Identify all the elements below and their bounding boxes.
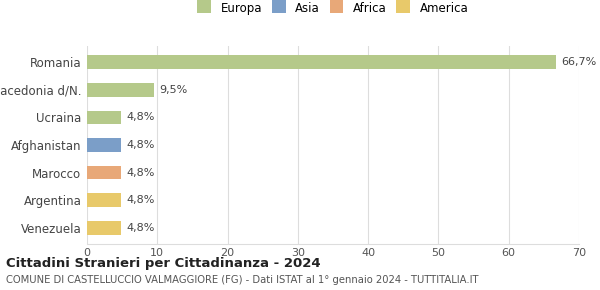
Bar — [87, 55, 556, 69]
Bar — [87, 166, 121, 180]
Legend: Europa, Asia, Africa, America: Europa, Asia, Africa, America — [193, 0, 473, 19]
Bar — [87, 110, 121, 124]
Text: 4,8%: 4,8% — [127, 195, 155, 205]
Bar — [87, 193, 121, 207]
Text: 4,8%: 4,8% — [127, 140, 155, 150]
Bar — [87, 221, 121, 235]
Text: 9,5%: 9,5% — [160, 85, 188, 95]
Text: 4,8%: 4,8% — [127, 168, 155, 177]
Bar — [87, 83, 154, 97]
Text: Cittadini Stranieri per Cittadinanza - 2024: Cittadini Stranieri per Cittadinanza - 2… — [6, 257, 320, 270]
Text: 4,8%: 4,8% — [127, 223, 155, 233]
Text: 66,7%: 66,7% — [562, 57, 596, 67]
Text: COMUNE DI CASTELLUCCIO VALMAGGIORE (FG) - Dati ISTAT al 1° gennaio 2024 - TUTTIT: COMUNE DI CASTELLUCCIO VALMAGGIORE (FG) … — [6, 275, 479, 285]
Bar — [87, 138, 121, 152]
Text: 4,8%: 4,8% — [127, 113, 155, 122]
